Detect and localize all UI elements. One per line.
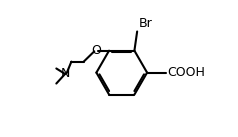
Text: Br: Br [139, 17, 152, 30]
Text: COOH: COOH [167, 66, 205, 79]
Text: N: N [61, 67, 71, 80]
Text: O: O [91, 44, 101, 57]
